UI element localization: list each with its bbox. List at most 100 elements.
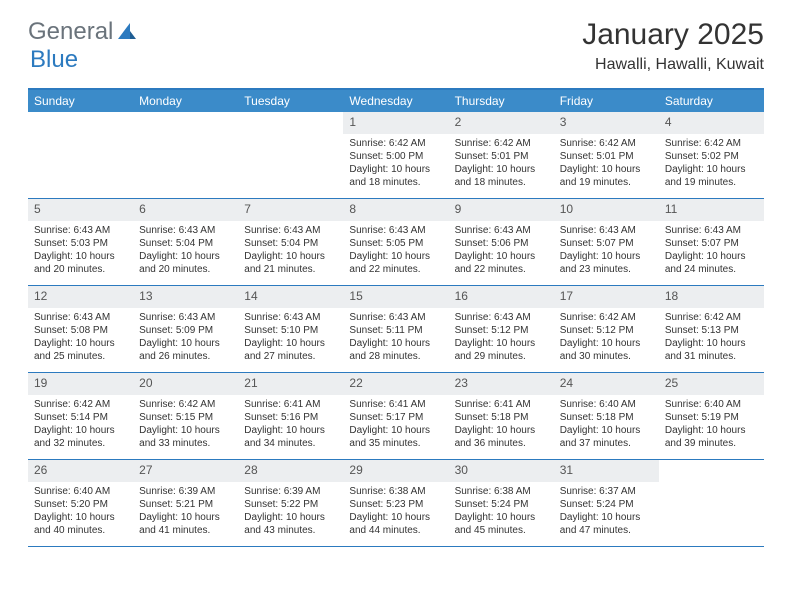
day-number: 1 xyxy=(343,112,448,134)
sunrise-line: Sunrise: 6:40 AM xyxy=(665,398,758,411)
day-body: Sunrise: 6:42 AMSunset: 5:14 PMDaylight:… xyxy=(28,395,133,456)
sunset-line: Sunset: 5:07 PM xyxy=(560,237,653,250)
day-number-empty xyxy=(238,112,343,134)
day-number: 16 xyxy=(449,286,554,308)
day-cell: 4Sunrise: 6:42 AMSunset: 5:02 PMDaylight… xyxy=(659,112,764,198)
day-cell: 21Sunrise: 6:41 AMSunset: 5:16 PMDayligh… xyxy=(238,373,343,459)
day-number: 26 xyxy=(28,460,133,482)
weekday-header: Tuesday xyxy=(238,90,343,112)
sunrise-line: Sunrise: 6:42 AM xyxy=(665,137,758,150)
sunrise-line: Sunrise: 6:43 AM xyxy=(244,224,337,237)
sunrise-line: Sunrise: 6:42 AM xyxy=(560,137,653,150)
day-body: Sunrise: 6:42 AMSunset: 5:12 PMDaylight:… xyxy=(554,308,659,369)
day-number: 24 xyxy=(554,373,659,395)
day-body: Sunrise: 6:38 AMSunset: 5:24 PMDaylight:… xyxy=(449,482,554,543)
day-cell: 26Sunrise: 6:40 AMSunset: 5:20 PMDayligh… xyxy=(28,460,133,546)
sunset-line: Sunset: 5:02 PM xyxy=(665,150,758,163)
day-cell: 22Sunrise: 6:41 AMSunset: 5:17 PMDayligh… xyxy=(343,373,448,459)
day-body: Sunrise: 6:41 AMSunset: 5:17 PMDaylight:… xyxy=(343,395,448,456)
day-cell: 10Sunrise: 6:43 AMSunset: 5:07 PMDayligh… xyxy=(554,199,659,285)
day-cell: 5Sunrise: 6:43 AMSunset: 5:03 PMDaylight… xyxy=(28,199,133,285)
weekday-header: Thursday xyxy=(449,90,554,112)
day-cell: 30Sunrise: 6:38 AMSunset: 5:24 PMDayligh… xyxy=(449,460,554,546)
sunrise-line: Sunrise: 6:42 AM xyxy=(455,137,548,150)
daylight-line: Daylight: 10 hours and 40 minutes. xyxy=(34,511,127,537)
daylight-line: Daylight: 10 hours and 28 minutes. xyxy=(349,337,442,363)
day-number: 7 xyxy=(238,199,343,221)
day-body: Sunrise: 6:41 AMSunset: 5:16 PMDaylight:… xyxy=(238,395,343,456)
day-cell: 23Sunrise: 6:41 AMSunset: 5:18 PMDayligh… xyxy=(449,373,554,459)
weeks-container: 1Sunrise: 6:42 AMSunset: 5:00 PMDaylight… xyxy=(28,112,764,547)
daylight-line: Daylight: 10 hours and 31 minutes. xyxy=(665,337,758,363)
day-cell xyxy=(28,112,133,198)
sunrise-line: Sunrise: 6:42 AM xyxy=(560,311,653,324)
logo-sail-icon xyxy=(116,21,138,43)
day-cell: 31Sunrise: 6:37 AMSunset: 5:24 PMDayligh… xyxy=(554,460,659,546)
daylight-line: Daylight: 10 hours and 39 minutes. xyxy=(665,424,758,450)
daylight-line: Daylight: 10 hours and 20 minutes. xyxy=(34,250,127,276)
sunset-line: Sunset: 5:20 PM xyxy=(34,498,127,511)
day-number: 30 xyxy=(449,460,554,482)
logo: General xyxy=(28,18,140,46)
day-number: 5 xyxy=(28,199,133,221)
day-body: Sunrise: 6:39 AMSunset: 5:21 PMDaylight:… xyxy=(133,482,238,543)
weekday-header: Wednesday xyxy=(343,90,448,112)
sunset-line: Sunset: 5:10 PM xyxy=(244,324,337,337)
day-body: Sunrise: 6:38 AMSunset: 5:23 PMDaylight:… xyxy=(343,482,448,543)
daylight-line: Daylight: 10 hours and 36 minutes. xyxy=(455,424,548,450)
day-cell xyxy=(238,112,343,198)
sunset-line: Sunset: 5:11 PM xyxy=(349,324,442,337)
day-body: Sunrise: 6:43 AMSunset: 5:06 PMDaylight:… xyxy=(449,221,554,282)
day-number: 19 xyxy=(28,373,133,395)
sunrise-line: Sunrise: 6:42 AM xyxy=(34,398,127,411)
day-cell: 20Sunrise: 6:42 AMSunset: 5:15 PMDayligh… xyxy=(133,373,238,459)
day-number: 11 xyxy=(659,199,764,221)
daylight-line: Daylight: 10 hours and 27 minutes. xyxy=(244,337,337,363)
day-body: Sunrise: 6:40 AMSunset: 5:20 PMDaylight:… xyxy=(28,482,133,543)
sunrise-line: Sunrise: 6:43 AM xyxy=(665,224,758,237)
sunset-line: Sunset: 5:13 PM xyxy=(665,324,758,337)
day-cell: 8Sunrise: 6:43 AMSunset: 5:05 PMDaylight… xyxy=(343,199,448,285)
day-cell xyxy=(659,460,764,546)
day-cell: 25Sunrise: 6:40 AMSunset: 5:19 PMDayligh… xyxy=(659,373,764,459)
header: General January 2025 Hawalli, Hawalli, K… xyxy=(0,0,792,80)
day-cell: 18 Sunrise: 6:42 AMSunset: 5:13 PMDayligh… xyxy=(659,286,764,372)
day-cell: 11Sunrise: 6:43 AMSunset: 5:07 PMDayligh… xyxy=(659,199,764,285)
sunrise-line: Sunrise: 6:38 AM xyxy=(455,485,548,498)
location: Hawalli, Hawalli, Kuwait xyxy=(582,56,764,74)
day-body: Sunrise: 6:40 AMSunset: 5:18 PMDaylight:… xyxy=(554,395,659,456)
sunrise-line: Sunrise: 6:42 AM xyxy=(665,311,758,324)
daylight-line: Daylight: 10 hours and 30 minutes. xyxy=(560,337,653,363)
day-number: 18 xyxy=(659,286,764,308)
daylight-line: Daylight: 10 hours and 47 minutes. xyxy=(560,511,653,537)
sunset-line: Sunset: 5:01 PM xyxy=(560,150,653,163)
day-body: Sunrise: 6:42 AMSunset: 5:01 PMDaylight:… xyxy=(449,134,554,195)
day-number: 6 xyxy=(133,199,238,221)
sunrise-line: Sunrise: 6:43 AM xyxy=(349,311,442,324)
day-number: 29 xyxy=(343,460,448,482)
day-body: Sunrise: 6:43 AMSunset: 5:04 PMDaylight:… xyxy=(133,221,238,282)
day-number-empty xyxy=(28,112,133,134)
day-cell: 3Sunrise: 6:42 AMSunset: 5:01 PMDaylight… xyxy=(554,112,659,198)
weekday-header: Friday xyxy=(554,90,659,112)
day-cell xyxy=(133,112,238,198)
day-number: 9 xyxy=(449,199,554,221)
sunset-line: Sunset: 5:17 PM xyxy=(349,411,442,424)
sunset-line: Sunset: 5:14 PM xyxy=(34,411,127,424)
daylight-line: Daylight: 10 hours and 18 minutes. xyxy=(349,163,442,189)
daylight-line: Daylight: 10 hours and 37 minutes. xyxy=(560,424,653,450)
daylight-line: Daylight: 10 hours and 21 minutes. xyxy=(244,250,337,276)
sunrise-line: Sunrise: 6:40 AM xyxy=(560,398,653,411)
daylight-line: Daylight: 10 hours and 41 minutes. xyxy=(139,511,232,537)
day-cell: 27Sunrise: 6:39 AMSunset: 5:21 PMDayligh… xyxy=(133,460,238,546)
daylight-line: Daylight: 10 hours and 44 minutes. xyxy=(349,511,442,537)
day-cell: 29Sunrise: 6:38 AMSunset: 5:23 PMDayligh… xyxy=(343,460,448,546)
month-title: January 2025 xyxy=(582,18,764,52)
day-cell: 7Sunrise: 6:43 AMSunset: 5:04 PMDaylight… xyxy=(238,199,343,285)
daylight-line: Daylight: 10 hours and 19 minutes. xyxy=(665,163,758,189)
day-body: Sunrise: 6:43 AMSunset: 5:07 PMDaylight:… xyxy=(554,221,659,282)
sunset-line: Sunset: 5:08 PM xyxy=(34,324,127,337)
sunrise-line: Sunrise: 6:43 AM xyxy=(34,224,127,237)
day-body: Sunrise: 6:42 AMSunset: 5:02 PMDaylight:… xyxy=(659,134,764,195)
sunrise-line: Sunrise: 6:43 AM xyxy=(34,311,127,324)
